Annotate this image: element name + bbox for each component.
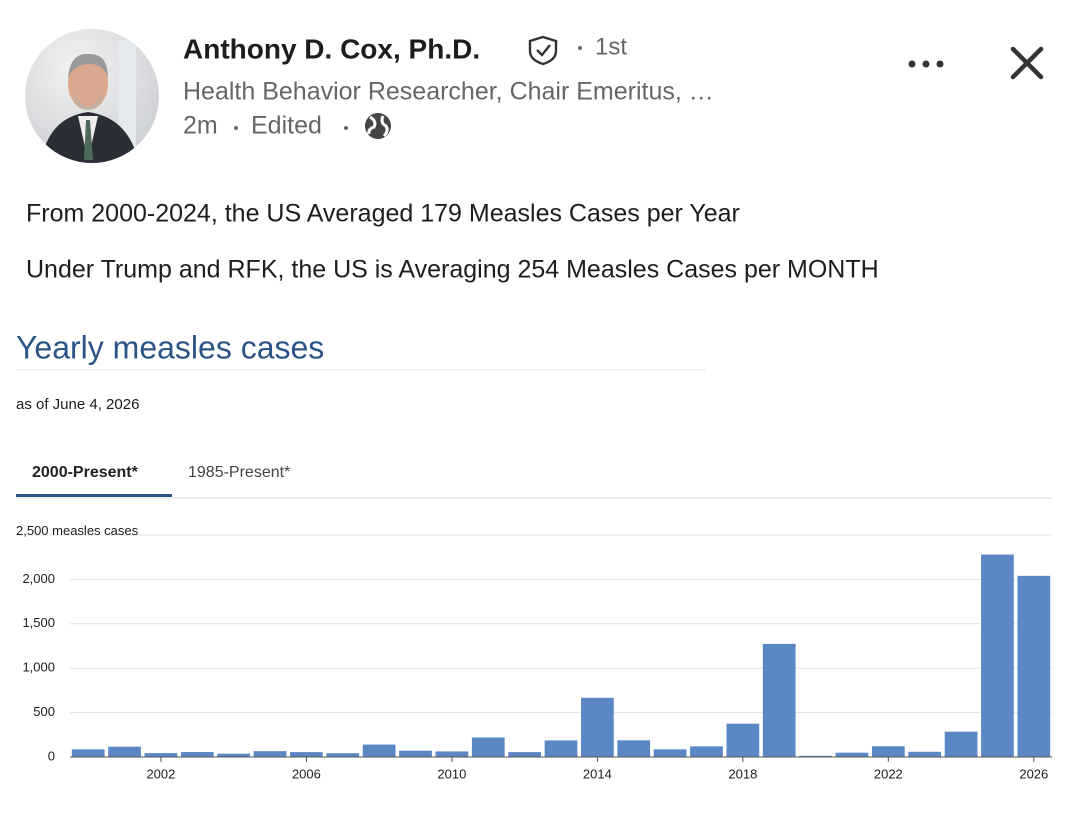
bar [180, 752, 214, 757]
globe-icon [365, 113, 391, 139]
bar [253, 751, 287, 757]
bar [908, 751, 942, 757]
bar [435, 751, 469, 757]
bar [71, 749, 105, 757]
x-tick-label: 2022 [874, 766, 903, 781]
y-tick-label: 1,000 [22, 660, 55, 675]
bar [617, 740, 651, 757]
close-button[interactable] [1010, 46, 1044, 80]
edited-label: Edited [251, 112, 322, 140]
y-tick-label: 1,500 [22, 615, 55, 630]
separator-dot [578, 46, 582, 50]
bar [981, 554, 1014, 757]
chart-title: Yearly measles cases [16, 329, 324, 365]
x-tick-label: 2014 [583, 766, 612, 781]
y-tick-label: 0 [48, 748, 55, 763]
x-tick-label: 2018 [728, 766, 757, 781]
bar [326, 753, 360, 757]
bar [653, 749, 687, 757]
bar [581, 697, 614, 757]
bar [290, 752, 323, 757]
verified-icon [528, 35, 558, 66]
post-time: 2m [183, 112, 218, 140]
more-menu[interactable] [908, 60, 944, 68]
bar [690, 746, 723, 757]
post-text: Under Trump and RFK, the US is Averaging… [26, 256, 879, 284]
tab[interactable]: 2000-Present* [32, 464, 139, 481]
chart-subtitle: as of June 4, 2026 [16, 396, 139, 413]
active-tab-indicator [16, 494, 172, 497]
bar [108, 746, 141, 757]
post-text: From 2000-2024, the US Averaged 179 Meas… [26, 200, 740, 228]
x-tick-label: 2010 [437, 766, 466, 781]
bar [144, 753, 178, 757]
bar [362, 744, 396, 757]
bar [544, 740, 578, 757]
bar [471, 737, 505, 757]
separator-dot [234, 126, 238, 130]
separator-dot [344, 126, 348, 130]
x-tick-label: 2006 [292, 766, 321, 781]
tabs: 2000-Present* 1985-Present* [16, 464, 290, 497]
x-tick-label: 2002 [146, 766, 175, 781]
bar [799, 755, 832, 757]
y-tick-label: 500 [33, 704, 55, 719]
bar [944, 731, 978, 757]
bar [1017, 575, 1051, 757]
bar [508, 752, 541, 757]
y-tick-label: 2,500 measles cases [16, 523, 139, 538]
headline: Health Behavior Researcher, Chair Emerit… [183, 78, 714, 106]
bar [217, 753, 251, 757]
y-tick-label: 2,000 [22, 571, 55, 586]
bar [726, 723, 760, 757]
connection-degree: 1st [595, 33, 627, 60]
bar [399, 750, 432, 757]
bar [835, 752, 869, 757]
author-name[interactable]: Anthony D. Cox, Ph.D. [183, 33, 480, 64]
plot: 0 500 1,000 1,500 2,000 2,500 measles cases 20… [16, 523, 1052, 781]
bar [871, 746, 905, 757]
bar [762, 643, 796, 757]
avatar[interactable] [25, 29, 159, 170]
tab[interactable]: 1985-Present* [188, 464, 290, 481]
x-tick-label: 2026 [1019, 766, 1048, 781]
